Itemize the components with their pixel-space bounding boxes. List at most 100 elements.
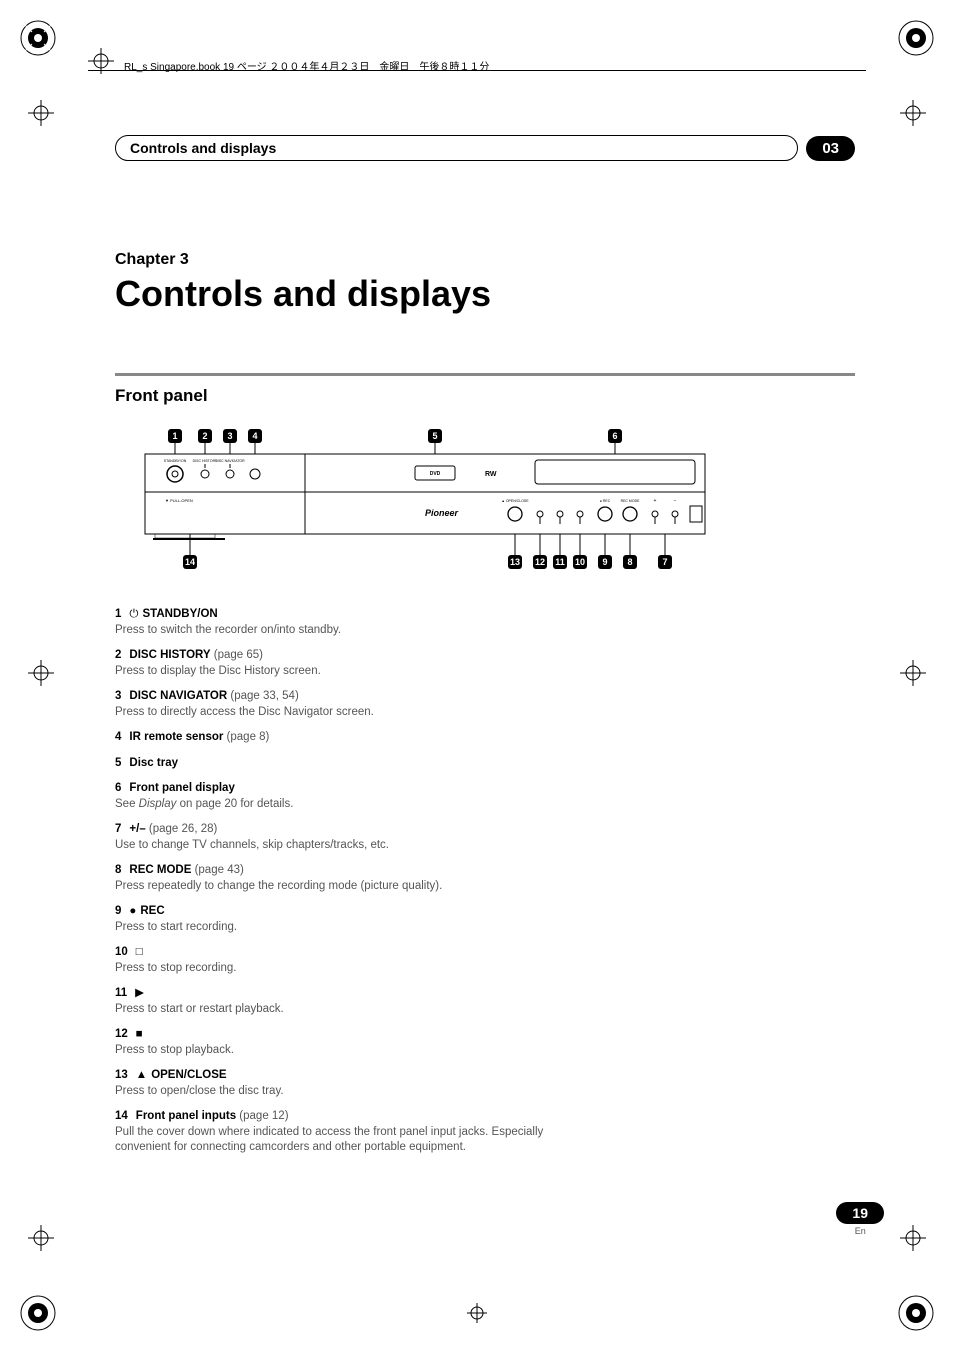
item-title: Disc tray (129, 757, 178, 769)
item-description: Press to start recording. (115, 920, 565, 936)
item-title: DISC HISTORY (129, 649, 210, 661)
item-description: See Display on page 20 for details. (115, 797, 565, 813)
list-item: 11 ▶ Press to start or restart playback. (115, 986, 565, 1017)
item-number: 2 (115, 649, 121, 661)
reg-mark-tl (18, 18, 58, 58)
item-description: Press to start or restart playback. (115, 1002, 565, 1018)
reg-mark-bl (18, 1293, 58, 1333)
list-item: 8 REC MODE (page 43) Press repeatedly to c… (115, 863, 565, 894)
item-title: STANDBY/ON (143, 608, 218, 620)
header-rule (88, 70, 866, 71)
item-number: 9 (115, 905, 121, 917)
list-item: 4 IR remote sensor (page 8) (115, 730, 565, 746)
item-page-ref: (page 26, 28) (146, 823, 218, 835)
item-title: IR remote sensor (129, 731, 223, 743)
svg-text:3: 3 (227, 431, 232, 441)
item-symbol-icon: ● (129, 905, 136, 917)
svg-text:▲ OPEN/CLOSE: ▲ OPEN/CLOSE (501, 499, 529, 503)
item-title: Front panel inputs (136, 1110, 236, 1122)
item-description: Press to display the Disc History screen… (115, 664, 565, 680)
item-page-ref: (page 12) (236, 1110, 288, 1122)
item-title: REC MODE (129, 864, 191, 876)
page-lang: En (836, 1226, 884, 1236)
svg-text:▼ PULL-OPEN: ▼ PULL-OPEN (165, 498, 193, 503)
svg-text:4: 4 (252, 431, 257, 441)
svg-text:STANDBY/ON: STANDBY/ON (164, 459, 187, 463)
svg-text:DISC NAVIGATOR: DISC NAVIGATOR (215, 459, 245, 463)
item-symbol-icon: ▲ (136, 1069, 147, 1081)
item-description: Press to directly access the Disc Naviga… (115, 705, 565, 721)
svg-text:DISC HISTORY: DISC HISTORY (193, 459, 218, 463)
list-item: 9●RECPress to start recording. (115, 904, 565, 935)
item-title: Front panel display (129, 782, 234, 794)
svg-text:7: 7 (662, 557, 667, 567)
crosshair-icon (28, 660, 54, 686)
list-item: 12 ■ Press to stop playback. (115, 1027, 565, 1058)
item-number: 7 (115, 823, 121, 835)
item-description: Press to open/close the disc tray. (115, 1084, 565, 1100)
page-number: 19 (836, 1202, 884, 1224)
svg-text:11: 11 (555, 557, 565, 567)
reg-mark-tr (896, 18, 936, 58)
list-item: 10 □ Press to stop recording. (115, 945, 565, 976)
list-item: 2 DISC HISTORY (page 65) Press to display … (115, 648, 565, 679)
item-number: 11 (115, 987, 127, 999)
section-title: Controls and displays (115, 135, 798, 161)
list-item: 14Front panel inputs (page 12)Pull the c… (115, 1109, 565, 1156)
item-symbol-icon: □ (136, 946, 143, 958)
item-number: 5 (115, 757, 121, 769)
items-list: 1⏻STANDBY/ONPress to switch the recorder… (115, 607, 565, 1156)
svg-text:13: 13 (510, 557, 520, 567)
crosshair-icon (900, 100, 926, 126)
item-page-ref: (page 43) (191, 864, 243, 876)
list-item: 3DISC NAVIGATOR (page 33, 54)Press to di… (115, 689, 565, 720)
item-description: Use to change TV channels, skip chapters… (115, 838, 565, 854)
svg-text:● REC: ● REC (600, 499, 611, 503)
section-header: Controls and displays 03 (115, 135, 855, 161)
svg-text:2: 2 (202, 431, 207, 441)
svg-text:9: 9 (602, 557, 607, 567)
item-number: 4 (115, 731, 121, 743)
item-symbol-icon: ■ (136, 1028, 143, 1040)
reg-mark-br (896, 1293, 936, 1333)
item-number: 13 (115, 1069, 128, 1081)
svg-text:14: 14 (185, 557, 195, 567)
list-item: 13 ▲ OPEN/CLOSE Press to open/close the dis… (115, 1068, 565, 1099)
list-item: 7+/– (page 26, 28)Use to change TV chann… (115, 822, 565, 853)
item-description: Press to stop playback. (115, 1043, 565, 1059)
list-item: 5 Disc tray (115, 756, 565, 772)
item-number: 8 (115, 864, 121, 876)
front-panel-diagram: 1 2 3 4 5 6 STANDBY/ON DISC HISTORY DISC NAVI… (115, 424, 735, 574)
list-item: 1⏻STANDBY/ONPress to switch the recorder… (115, 607, 565, 638)
page-footer: 19 En (836, 1202, 884, 1236)
svg-text:Pioneer: Pioneer (425, 508, 459, 518)
item-number: 6 (115, 782, 121, 794)
item-title: OPEN/CLOSE (151, 1069, 226, 1081)
item-number: 12 (115, 1028, 128, 1040)
item-number: 14 (115, 1110, 128, 1122)
item-number: 10 (115, 946, 128, 958)
item-description: Press to stop recording. (115, 961, 565, 977)
svg-text:−: − (674, 498, 677, 504)
front-panel-heading: Front panel (115, 373, 855, 406)
svg-text:1: 1 (172, 431, 177, 441)
item-description: Press repeatedly to change the recording… (115, 879, 565, 895)
list-item: 6 Front panel display See Display on page … (115, 781, 565, 812)
crosshair-icon (28, 1225, 54, 1251)
item-title: DISC NAVIGATOR (129, 690, 227, 702)
svg-text:DVD: DVD (430, 471, 441, 477)
svg-text:RW: RW (485, 471, 497, 478)
item-symbol-icon: ▶ (135, 987, 144, 999)
item-page-ref: (page 65) (211, 649, 263, 661)
svg-text:6: 6 (612, 431, 617, 441)
item-page-ref: (page 8) (223, 731, 269, 743)
section-number: 03 (806, 136, 855, 161)
crosshair-icon (900, 1225, 926, 1251)
chapter-label: Chapter 3 (115, 251, 855, 269)
crosshair-icon (467, 1303, 487, 1323)
svg-text:5: 5 (432, 431, 437, 441)
item-description: Press to switch the recorder on/into sta… (115, 623, 565, 639)
svg-text:8: 8 (627, 557, 632, 567)
chapter-title: Controls and displays (115, 273, 855, 315)
svg-text:REC MODE: REC MODE (621, 499, 641, 503)
